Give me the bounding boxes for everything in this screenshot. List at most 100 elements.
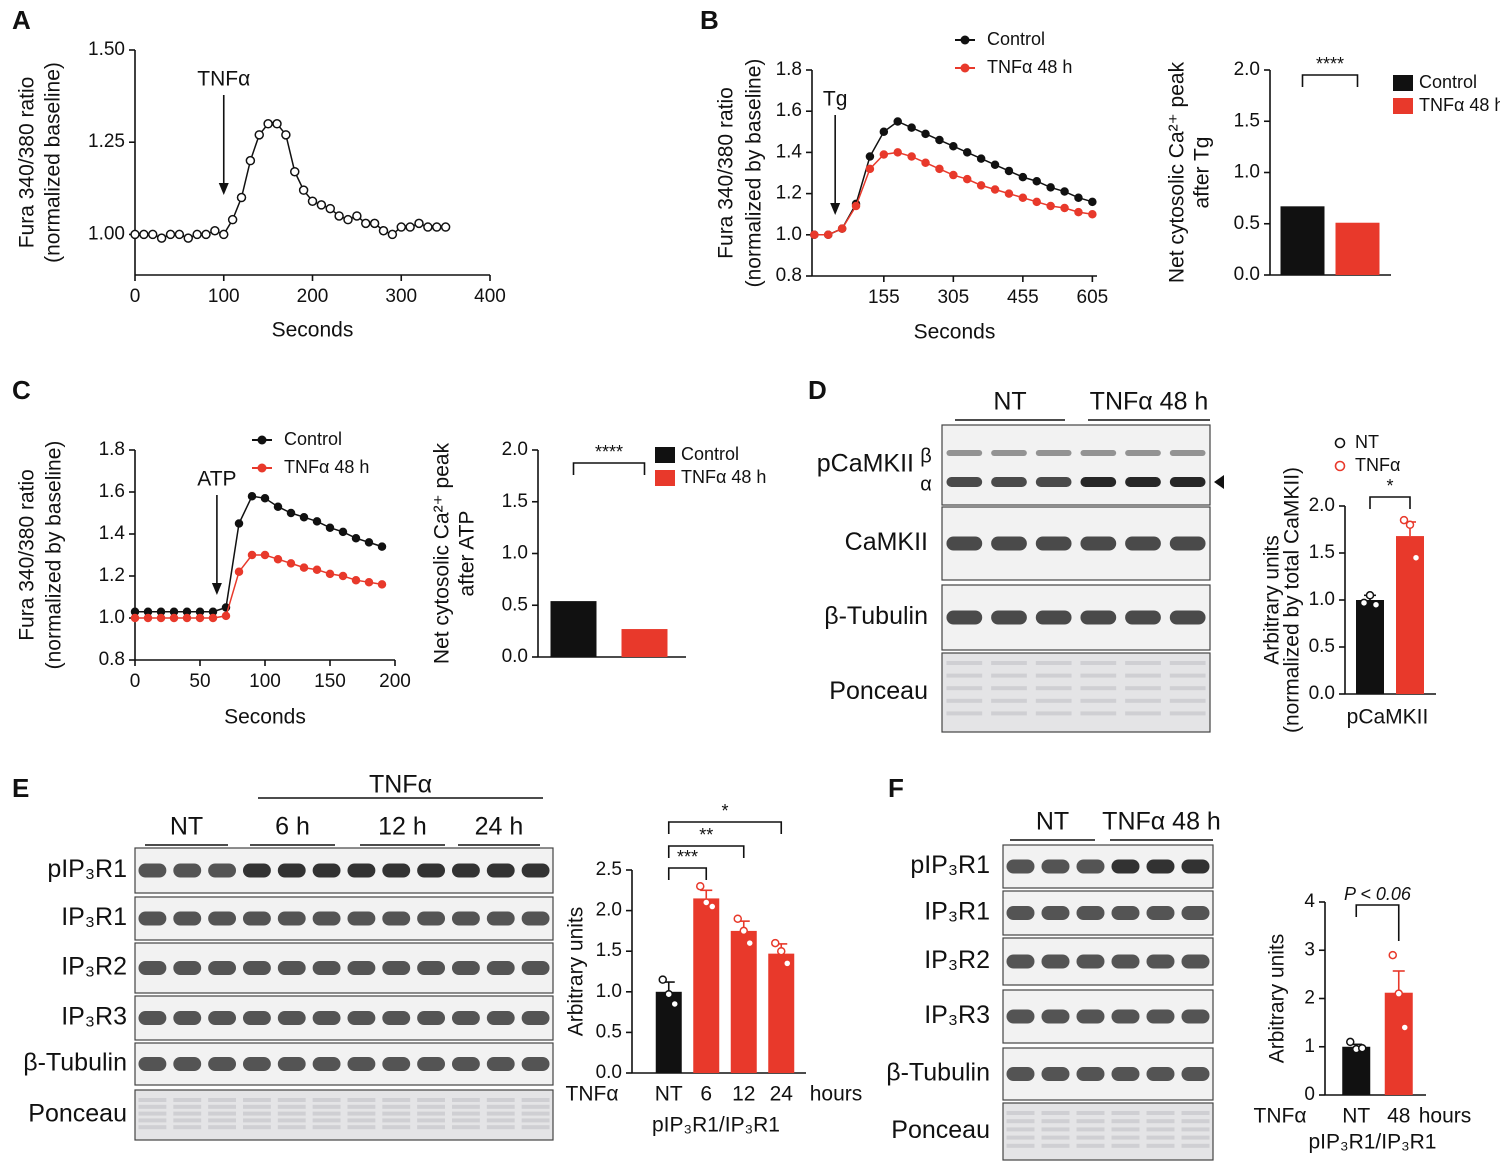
legend-label: TNFα 48 h bbox=[1419, 95, 1500, 115]
data-point bbox=[260, 550, 270, 560]
blot-panel bbox=[134, 942, 554, 994]
ponceau-stripe bbox=[382, 1098, 411, 1102]
band bbox=[946, 610, 983, 625]
ponceau-stripe bbox=[486, 1104, 515, 1109]
data-point bbox=[307, 196, 318, 206]
blot-panel bbox=[941, 424, 1211, 506]
band bbox=[1076, 1067, 1105, 1081]
data-point bbox=[364, 538, 374, 547]
arrow-head bbox=[830, 203, 841, 215]
y-axis-label: Arbitrary units bbox=[1266, 934, 1289, 1064]
data-point bbox=[893, 117, 902, 126]
ponceau-stripe bbox=[347, 1125, 376, 1130]
bar bbox=[693, 898, 720, 1073]
blot-panel bbox=[941, 506, 1211, 581]
band bbox=[1181, 906, 1210, 920]
ponceau-stripe bbox=[1146, 1111, 1175, 1115]
ponceau-stripe bbox=[208, 1125, 237, 1130]
band bbox=[347, 863, 376, 878]
data-point bbox=[351, 575, 361, 585]
band bbox=[486, 961, 515, 975]
x-tick-label: 100 bbox=[208, 286, 240, 307]
blot-row-label: IP₃R1 bbox=[61, 903, 127, 931]
band bbox=[1111, 1067, 1140, 1081]
ponceau-stripe bbox=[1080, 686, 1117, 691]
ponceau-stripe bbox=[451, 1118, 480, 1123]
ponceau-stripe bbox=[347, 1098, 376, 1102]
data-point bbox=[192, 229, 202, 240]
ponceau-stripe bbox=[312, 1098, 341, 1102]
x-tick-label: 150 bbox=[314, 671, 346, 692]
legend-label: TNFα 48 h bbox=[987, 57, 1072, 77]
band bbox=[486, 863, 515, 878]
y-tick-label: 1.00 bbox=[88, 223, 125, 244]
band bbox=[417, 961, 446, 975]
ponceau-stripe bbox=[1181, 1135, 1210, 1140]
y-tick-label: 1.5 bbox=[502, 491, 528, 512]
data-point bbox=[316, 200, 327, 210]
data-point bbox=[281, 130, 291, 140]
band bbox=[1076, 906, 1105, 920]
data-point bbox=[935, 135, 944, 145]
y-axis-label: Fura 340/380 ratio bbox=[16, 77, 39, 249]
y-tick-label: 0.0 bbox=[502, 646, 528, 667]
blot-panel bbox=[134, 847, 554, 894]
band bbox=[138, 911, 167, 926]
data-point bbox=[247, 550, 257, 560]
x-tick-label: 305 bbox=[937, 287, 969, 308]
band bbox=[417, 911, 446, 926]
subunit-label: α bbox=[920, 473, 932, 495]
bar bbox=[1335, 222, 1380, 275]
legend-marker bbox=[257, 435, 267, 445]
ponceau-stripe bbox=[138, 1111, 167, 1116]
band bbox=[1006, 1009, 1035, 1024]
data-point bbox=[338, 527, 348, 537]
ponceau-stripe bbox=[173, 1098, 202, 1102]
bar bbox=[1356, 600, 1384, 694]
band bbox=[1146, 954, 1175, 969]
ponceau-stripe bbox=[1080, 711, 1117, 716]
band bbox=[208, 961, 237, 975]
band bbox=[208, 863, 237, 878]
data-point bbox=[1400, 1023, 1409, 1032]
ponceau-stripe bbox=[1006, 1111, 1035, 1115]
data-point bbox=[708, 902, 717, 911]
y-tick-label: 0.0 bbox=[1234, 264, 1260, 285]
y-tick-label: 1.25 bbox=[88, 131, 125, 152]
band bbox=[1111, 859, 1140, 874]
y-tick-label: 2 bbox=[1304, 988, 1315, 1009]
y-tick-label: 1.4 bbox=[99, 523, 126, 544]
ponceau-stripe bbox=[138, 1125, 167, 1130]
y-tick-label: 0.8 bbox=[776, 265, 802, 286]
data-point bbox=[298, 185, 309, 195]
ponceau-stripe bbox=[347, 1118, 376, 1123]
arrow-head bbox=[218, 183, 229, 195]
ponceau-stripe bbox=[382, 1111, 411, 1116]
y-tick-label: 1.5 bbox=[1309, 542, 1335, 563]
significance-bracket bbox=[1369, 496, 1411, 509]
legend-marker bbox=[1334, 437, 1346, 449]
ponceau-stripe bbox=[451, 1104, 480, 1109]
data-point bbox=[234, 567, 244, 577]
band bbox=[1181, 1067, 1210, 1081]
data-point bbox=[935, 164, 944, 174]
data-point bbox=[369, 218, 380, 229]
data-point bbox=[1388, 950, 1397, 960]
data-point bbox=[377, 542, 387, 551]
data-point bbox=[1004, 189, 1014, 198]
blot-panel bbox=[134, 1042, 554, 1086]
data-point bbox=[1032, 197, 1042, 207]
band bbox=[242, 1011, 271, 1025]
ponceau-stripe bbox=[382, 1125, 411, 1130]
x-suffix: hours bbox=[810, 1083, 863, 1106]
legend-label: Control bbox=[987, 29, 1045, 49]
ponceau-stripe bbox=[1076, 1127, 1105, 1132]
band bbox=[1146, 1067, 1175, 1081]
ponceau-stripe bbox=[1041, 1111, 1070, 1115]
y-tick-label: 2.0 bbox=[502, 439, 528, 460]
panel-label: F bbox=[888, 773, 904, 803]
ponceau-stripe bbox=[946, 673, 983, 678]
band bbox=[277, 1057, 306, 1071]
data-point bbox=[165, 229, 176, 240]
y-axis-label: (normalized by baseline) bbox=[43, 441, 66, 670]
